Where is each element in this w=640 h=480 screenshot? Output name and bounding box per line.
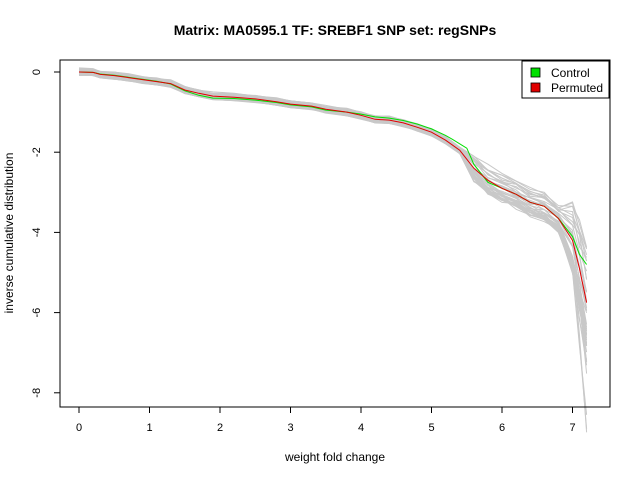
x-tick-label: 3 — [287, 422, 293, 434]
x-axis-label: weight fold change — [284, 450, 385, 464]
permutation-line — [78, 68, 588, 258]
y-tick-label: 0 — [31, 69, 43, 75]
series-line-permuted — [78, 71, 588, 303]
y-tick-label: -6 — [31, 308, 43, 318]
permutation-line — [78, 74, 588, 362]
permutation-line — [78, 73, 588, 415]
x-tick-label: 7 — [569, 422, 575, 434]
permutation-line — [78, 73, 588, 325]
permutation-line — [78, 67, 588, 248]
permutation-line — [78, 68, 588, 280]
y-axis: 0 -2 -4 -6 -8 — [31, 69, 60, 398]
x-tick-label: 4 — [358, 422, 364, 434]
x-tick-label: 0 — [76, 422, 82, 434]
permutation-line — [78, 74, 588, 346]
permutation-line — [78, 74, 588, 363]
legend-swatch-control — [530, 67, 541, 78]
permutation-line — [78, 74, 588, 366]
x-axis: 0 1 2 3 4 5 6 7 — [76, 407, 576, 434]
permutation-line — [78, 73, 588, 346]
permutation-line — [78, 74, 588, 361]
legend-swatch-permuted — [530, 82, 541, 93]
legend-label-permuted: Permuted — [551, 81, 603, 95]
permutation-line — [78, 74, 588, 353]
y-tick-label: -2 — [31, 147, 43, 157]
series-line-control — [78, 71, 588, 265]
x-tick-label: 2 — [217, 422, 223, 434]
permutation-line — [78, 69, 588, 280]
series-lines — [78, 71, 588, 303]
y-axis-label: inverse cumulative distribution — [2, 153, 16, 314]
x-tick-label: 6 — [499, 422, 505, 434]
y-tick-label: -4 — [31, 228, 43, 238]
legend: Control Permuted — [521, 60, 610, 99]
chart-title: Matrix: MA0595.1 TF: SREBF1 SNP set: reg… — [174, 22, 497, 38]
permutation-line — [78, 68, 588, 249]
legend-label-control: Control — [551, 66, 590, 80]
y-tick-label: -8 — [31, 388, 43, 398]
permutation-line — [78, 68, 588, 250]
x-tick-label: 1 — [146, 422, 152, 434]
permutation-line — [78, 73, 588, 429]
permutation-line — [78, 69, 588, 255]
permutation-line — [78, 70, 588, 272]
permutation-line — [79, 71, 588, 374]
permutation-line — [78, 69, 588, 262]
permutation-line — [78, 73, 588, 344]
permutation-line — [78, 74, 588, 341]
permutation-line — [78, 73, 588, 433]
permutation-lines — [78, 67, 588, 433]
x-tick-label: 5 — [428, 422, 434, 434]
plot-frame — [59, 59, 611, 408]
permutation-line — [78, 73, 588, 346]
permutation-line — [78, 68, 588, 262]
